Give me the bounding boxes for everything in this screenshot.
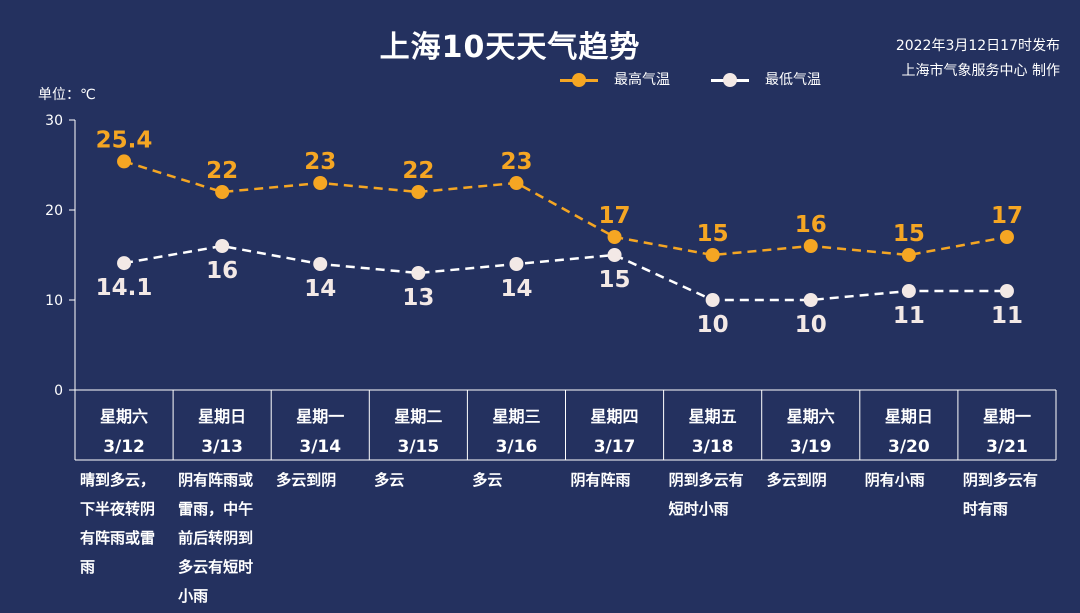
forecast-description: 阴到多云有短时小雨 [668,471,744,518]
point-low [999,284,1014,298]
x-date-label: 3/18 [692,437,734,457]
x-weekday-label: 星期日 [885,407,933,426]
y-tick-label: 0 [54,383,63,399]
data-label-high: 15 [697,221,729,247]
data-label-high: 25.4 [96,127,153,153]
forecast-description: 多云到阴 [276,471,337,489]
point-high [509,176,524,190]
point-low [117,256,132,271]
x-weekday-label: 星期日 [198,407,246,426]
data-label-high: 16 [795,212,827,238]
forecast-description: 阴有小雨 [864,471,925,489]
data-label-low: 11 [893,303,925,329]
y-tick-label: 30 [45,113,63,129]
data-label-high: 17 [991,203,1023,229]
x-weekday-label: 星期二 [394,407,442,426]
y-tick-label: 10 [45,293,63,309]
x-date-label: 3/19 [790,437,832,457]
data-label-high: 23 [304,149,336,175]
x-weekday-label: 星期六 [787,407,835,426]
forecast-description: 晴到多云，下半夜转阴有阵雨或雷雨 [80,471,156,576]
forecast-description: 阴有阵雨 [570,471,631,489]
x-date-label: 3/12 [103,437,145,457]
page-title: 上海10天天气趋势 [379,30,641,65]
point-high [803,239,818,253]
series-line-low [123,244,1007,302]
point-low [607,248,622,262]
x-date-label: 3/13 [201,437,243,457]
x-weekday-label: 星期一 [296,407,344,426]
data-label-low: 14 [304,276,336,302]
point-high [215,185,230,199]
x-date-label: 3/14 [299,437,341,457]
point-high [313,176,328,190]
point-high [117,154,132,169]
legend-label-high: 最高气温 [614,72,670,88]
point-low [411,266,426,280]
data-label-high: 17 [599,203,631,229]
unit-label: 单位：℃ [38,87,96,103]
publish-info: 2022年3月12日17时发布 上海市气象服务中心 制作 [896,34,1060,84]
x-date-label: 3/20 [888,437,930,457]
forecast-description: 多云 [472,471,503,489]
point-low [509,257,524,271]
data-label-low: 10 [795,312,827,338]
point-high [607,230,622,244]
data-label-low: 14.1 [96,275,153,301]
x-date-label: 3/15 [397,437,439,457]
point-low [313,257,328,271]
data-label-low: 11 [991,303,1023,329]
x-date-label: 3/21 [986,437,1028,457]
point-high [999,230,1014,244]
point-low [705,293,720,307]
point-high [411,185,426,199]
chart-legend: 最高气温 最低气温 [0,70,1080,90]
data-label-high: 22 [402,158,434,184]
publisher: 上海市气象服务中心 制作 [901,63,1060,79]
x-weekday-label: 星期三 [492,407,540,426]
forecast-description: 多云到阴 [766,471,827,489]
x-date-label: 3/16 [496,437,538,457]
x-weekday-label: 星期五 [689,407,737,426]
data-label-high: 23 [500,149,532,175]
x-weekday-label: 星期一 [983,407,1031,426]
legend-dot-high [572,73,586,87]
forecast-description: 多云 [374,471,405,489]
data-label-low: 15 [599,267,631,293]
data-label-low: 14 [500,276,532,302]
point-low [901,284,916,298]
forecast-description: 阴到多云有时有雨 [962,471,1038,518]
legend-dot-low [723,73,737,87]
data-label-low: 16 [206,258,238,284]
data-label-high: 22 [206,158,238,184]
point-high [901,248,916,262]
data-label-high: 15 [893,221,925,247]
x-weekday-label: 星期四 [591,407,639,426]
publish-time: 2022年3月12日17时发布 [895,38,1060,54]
legend-label-low: 最低气温 [765,72,821,88]
x-weekday-label: 星期六 [100,407,148,426]
series-line-high [123,160,1008,257]
y-tick-label: 20 [45,203,63,219]
point-high [705,248,720,262]
data-label-low: 13 [402,285,434,311]
x-date-label: 3/17 [594,437,636,457]
forecast-description: 阴有阵雨或雷雨，中午前后转阴到多云有短时小雨 [178,471,254,605]
data-label-low: 10 [697,312,729,338]
point-low [803,293,818,307]
point-low [215,239,230,253]
